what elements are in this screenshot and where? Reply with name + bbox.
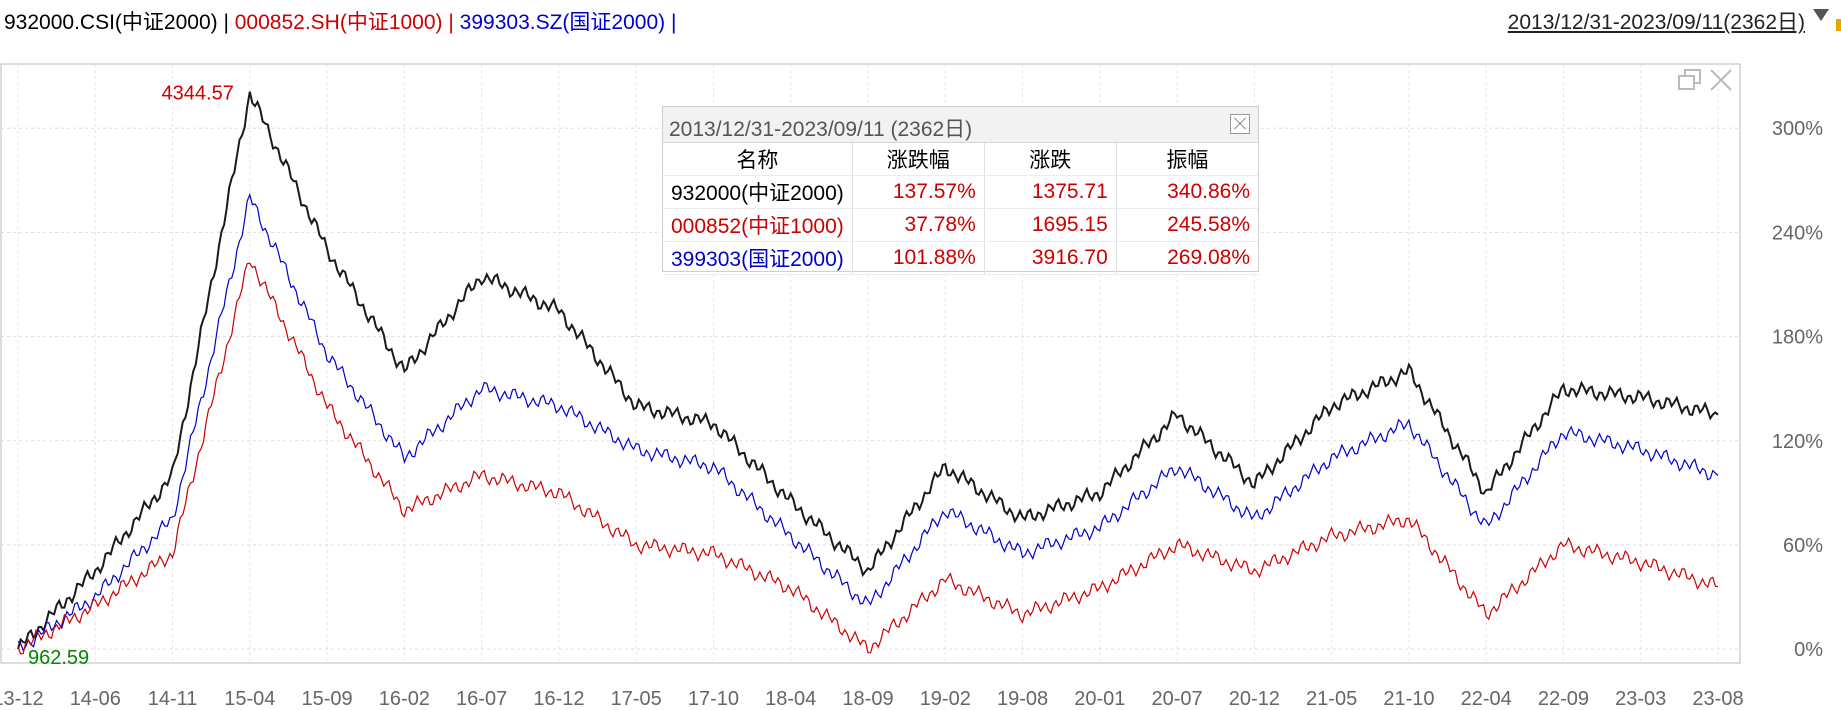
y-tick-label: 0%: [1794, 639, 1823, 661]
row-change: 3916.70: [984, 241, 1117, 275]
series-line-1: [17, 91, 1719, 650]
series-line-3: [17, 262, 1719, 655]
x-tick-label: 18-09: [842, 688, 893, 710]
table-row[interactable]: 000852(中证1000) 37.78% 1695.15 245.58%: [663, 208, 1258, 242]
series-legend: 932000.CSI(中证2000) | 000852.SH(中证1000) |…: [4, 6, 676, 36]
x-tick-label: 15-09: [302, 688, 353, 710]
chevron-down-icon[interactable]: [1813, 9, 1829, 21]
annotations: 4344.57 962.59: [28, 83, 234, 669]
row-name: 000852(中证1000): [663, 208, 853, 242]
x-tick-label: 21-05: [1306, 688, 1357, 710]
x-tick-label: 15-04: [224, 688, 275, 710]
gridlines: [1, 64, 1740, 663]
x-tick-label: 18-04: [765, 688, 816, 710]
y-tick-label: 240%: [1772, 222, 1823, 244]
row-change-pct: 137.57%: [852, 175, 985, 209]
row-change: 1695.15: [984, 208, 1117, 242]
date-range-link[interactable]: 2013/12/31-2023/09/11(2362日): [1507, 11, 1805, 34]
x-tick-label: 22-09: [1538, 688, 1589, 710]
x-tick-label: 19-02: [920, 688, 971, 710]
row-amplitude: 245.58%: [1116, 208, 1258, 242]
col-header-name: 名称: [663, 143, 853, 176]
table-row[interactable]: 399303(国证2000) 101.88% 3916.70 269.08%: [663, 241, 1258, 275]
legend-series-1[interactable]: 932000.CSI(中证2000) |: [4, 11, 235, 34]
y-tick-label: 180%: [1772, 327, 1823, 349]
row-name: 399303(国证2000): [663, 241, 853, 275]
x-tick-label: 14-06: [70, 688, 121, 710]
table-row[interactable]: 932000(中证2000) 137.57% 1375.71 340.86%: [663, 175, 1258, 209]
info-panel: 2013/12/31-2023/09/11 (2362日) 名称 涨跌幅 涨跌 …: [662, 106, 1259, 275]
restore-icon[interactable]: [1678, 68, 1704, 92]
info-panel-title: 2013/12/31-2023/09/11 (2362日): [669, 118, 973, 141]
y-axis-ticks: 0% 60% 120% 180% 240% 300%: [1772, 118, 1823, 661]
row-amplitude: 269.08%: [1116, 241, 1258, 275]
legend-series-2[interactable]: 000852.SH(中证1000) |: [234, 11, 460, 34]
x-tick-label: 23-08: [1692, 688, 1743, 710]
x-tick-label: 17-05: [611, 688, 662, 710]
col-header-amplitude: 振幅: [1116, 143, 1258, 176]
x-tick-label: 21-10: [1383, 688, 1434, 710]
x-tick-label: 20-12: [1229, 688, 1280, 710]
table-header-row: 名称 涨跌幅 涨跌 振幅: [663, 143, 1258, 176]
col-header-change-pct: 涨跌幅: [852, 143, 985, 176]
x-tick-label: 19-08: [997, 688, 1048, 710]
x-tick-label: 16-07: [456, 688, 507, 710]
close-icon[interactable]: [1709, 68, 1733, 92]
y-tick-label: 120%: [1772, 431, 1823, 453]
legend-series-3[interactable]: 399303.SZ(国证2000) |: [459, 11, 677, 34]
info-panel-titlebar: 2013/12/31-2023/09/11 (2362日): [663, 107, 1258, 143]
x-tick-label: 20-01: [1074, 688, 1125, 710]
max-annotation: 4344.57: [162, 83, 234, 105]
series-line-2: [17, 192, 1719, 652]
x-tick-label: 23-03: [1615, 688, 1666, 710]
y-tick-label: 300%: [1772, 118, 1823, 140]
col-header-change: 涨跌: [984, 143, 1117, 176]
stats-table: 名称 涨跌幅 涨跌 振幅 932000(中证2000) 137.57% 1375…: [663, 143, 1258, 275]
row-change-pct: 37.78%: [852, 208, 985, 242]
x-tick-label: 16-02: [379, 688, 430, 710]
min-annotation: 962.59: [28, 647, 89, 669]
x-tick-label: 22-04: [1461, 688, 1512, 710]
row-name: 932000(中证2000): [663, 175, 853, 209]
chart-header: 932000.CSI(中证2000) | 000852.SH(中证1000) |…: [0, 0, 1841, 36]
series-lines: [17, 91, 1719, 655]
x-tick-label: 14-11: [148, 688, 198, 710]
x-tick-label: 16-12: [533, 688, 584, 710]
row-change: 1375.71: [984, 175, 1117, 209]
row-change-pct: 101.88%: [852, 241, 985, 275]
x-tick-label: 20-07: [1152, 688, 1203, 710]
close-icon[interactable]: [1230, 114, 1250, 134]
scroll-marker: [1836, 19, 1841, 31]
x-tick-label: 13-12: [0, 688, 44, 710]
x-tick-label: 17-10: [688, 688, 739, 710]
row-amplitude: 340.86%: [1116, 175, 1258, 209]
y-tick-label: 60%: [1783, 535, 1823, 557]
x-axis-ticks: 13-12 14-06 14-11 15-04 15-09 16-02 16-07 16-12…: [0, 688, 1744, 710]
